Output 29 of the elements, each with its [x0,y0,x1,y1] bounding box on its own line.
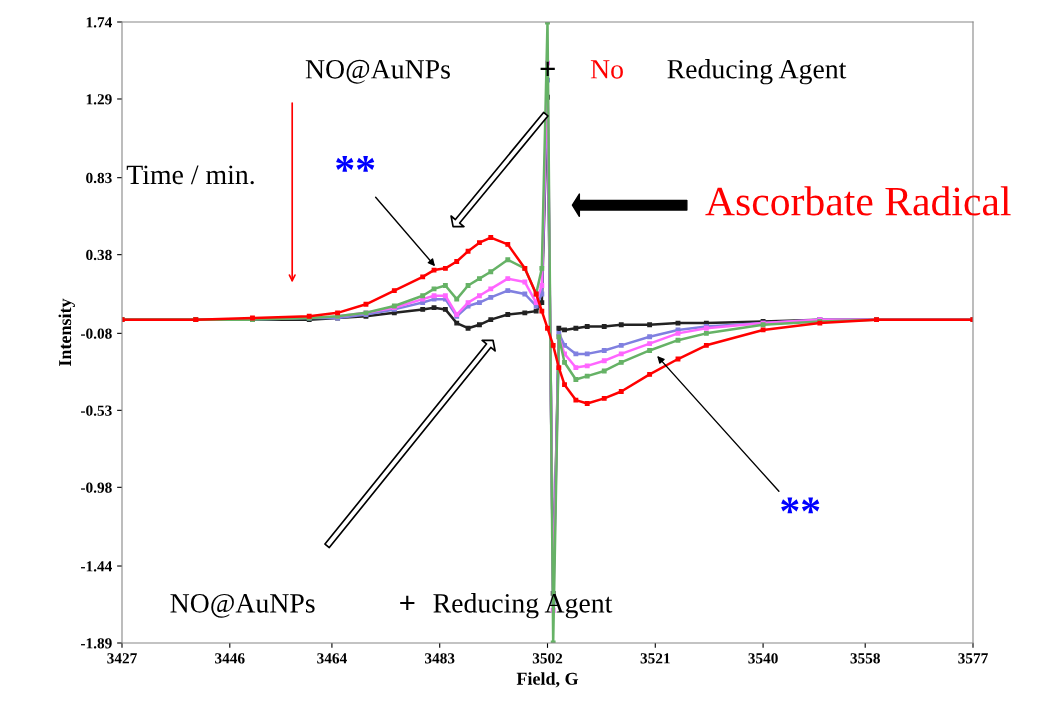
x-tick-label: 3577 [958,653,988,664]
y-tick-label: -0.98 [81,482,112,493]
x-tick-label: 3502 [532,653,563,664]
annotation: Time / min. [126,165,254,185]
y-tick-label: -1.44 [81,561,112,572]
x-tick-label: 3521 [640,653,670,664]
y-tick-label: -1.89 [81,638,112,649]
annotation: Ascorbate Radical [705,186,1011,216]
x-axis-title: Field, G [516,672,579,688]
x-tick-label: 3446 [215,653,245,664]
annotation: No [590,60,623,79]
annotation: ** [781,497,820,514]
annotation: ** [336,155,375,172]
y-tick-label: 1.29 [86,94,112,105]
x-tick-label: 3427 [107,653,137,664]
annotation: NO@AuNPs [170,593,315,618]
x-tick-label: 3464 [317,653,347,664]
y-tick-label: 0.83 [86,172,112,184]
x-tick-label: 3540 [748,653,778,664]
annotation: + [400,595,415,611]
y-axis-title: Intensity [58,298,75,366]
y-tick-label: -0.08 [81,328,112,339]
x-tick-label: 3483 [425,653,455,664]
y-tick-label: 1.74 [86,17,112,28]
y-tick-label: -0.53 [81,405,112,416]
annotation: Reducing Agent [667,59,847,85]
annotation: NO@AuNPs [305,59,450,84]
y-tick-label: 0.38 [86,249,112,261]
x-tick-label: 3558 [850,653,880,664]
